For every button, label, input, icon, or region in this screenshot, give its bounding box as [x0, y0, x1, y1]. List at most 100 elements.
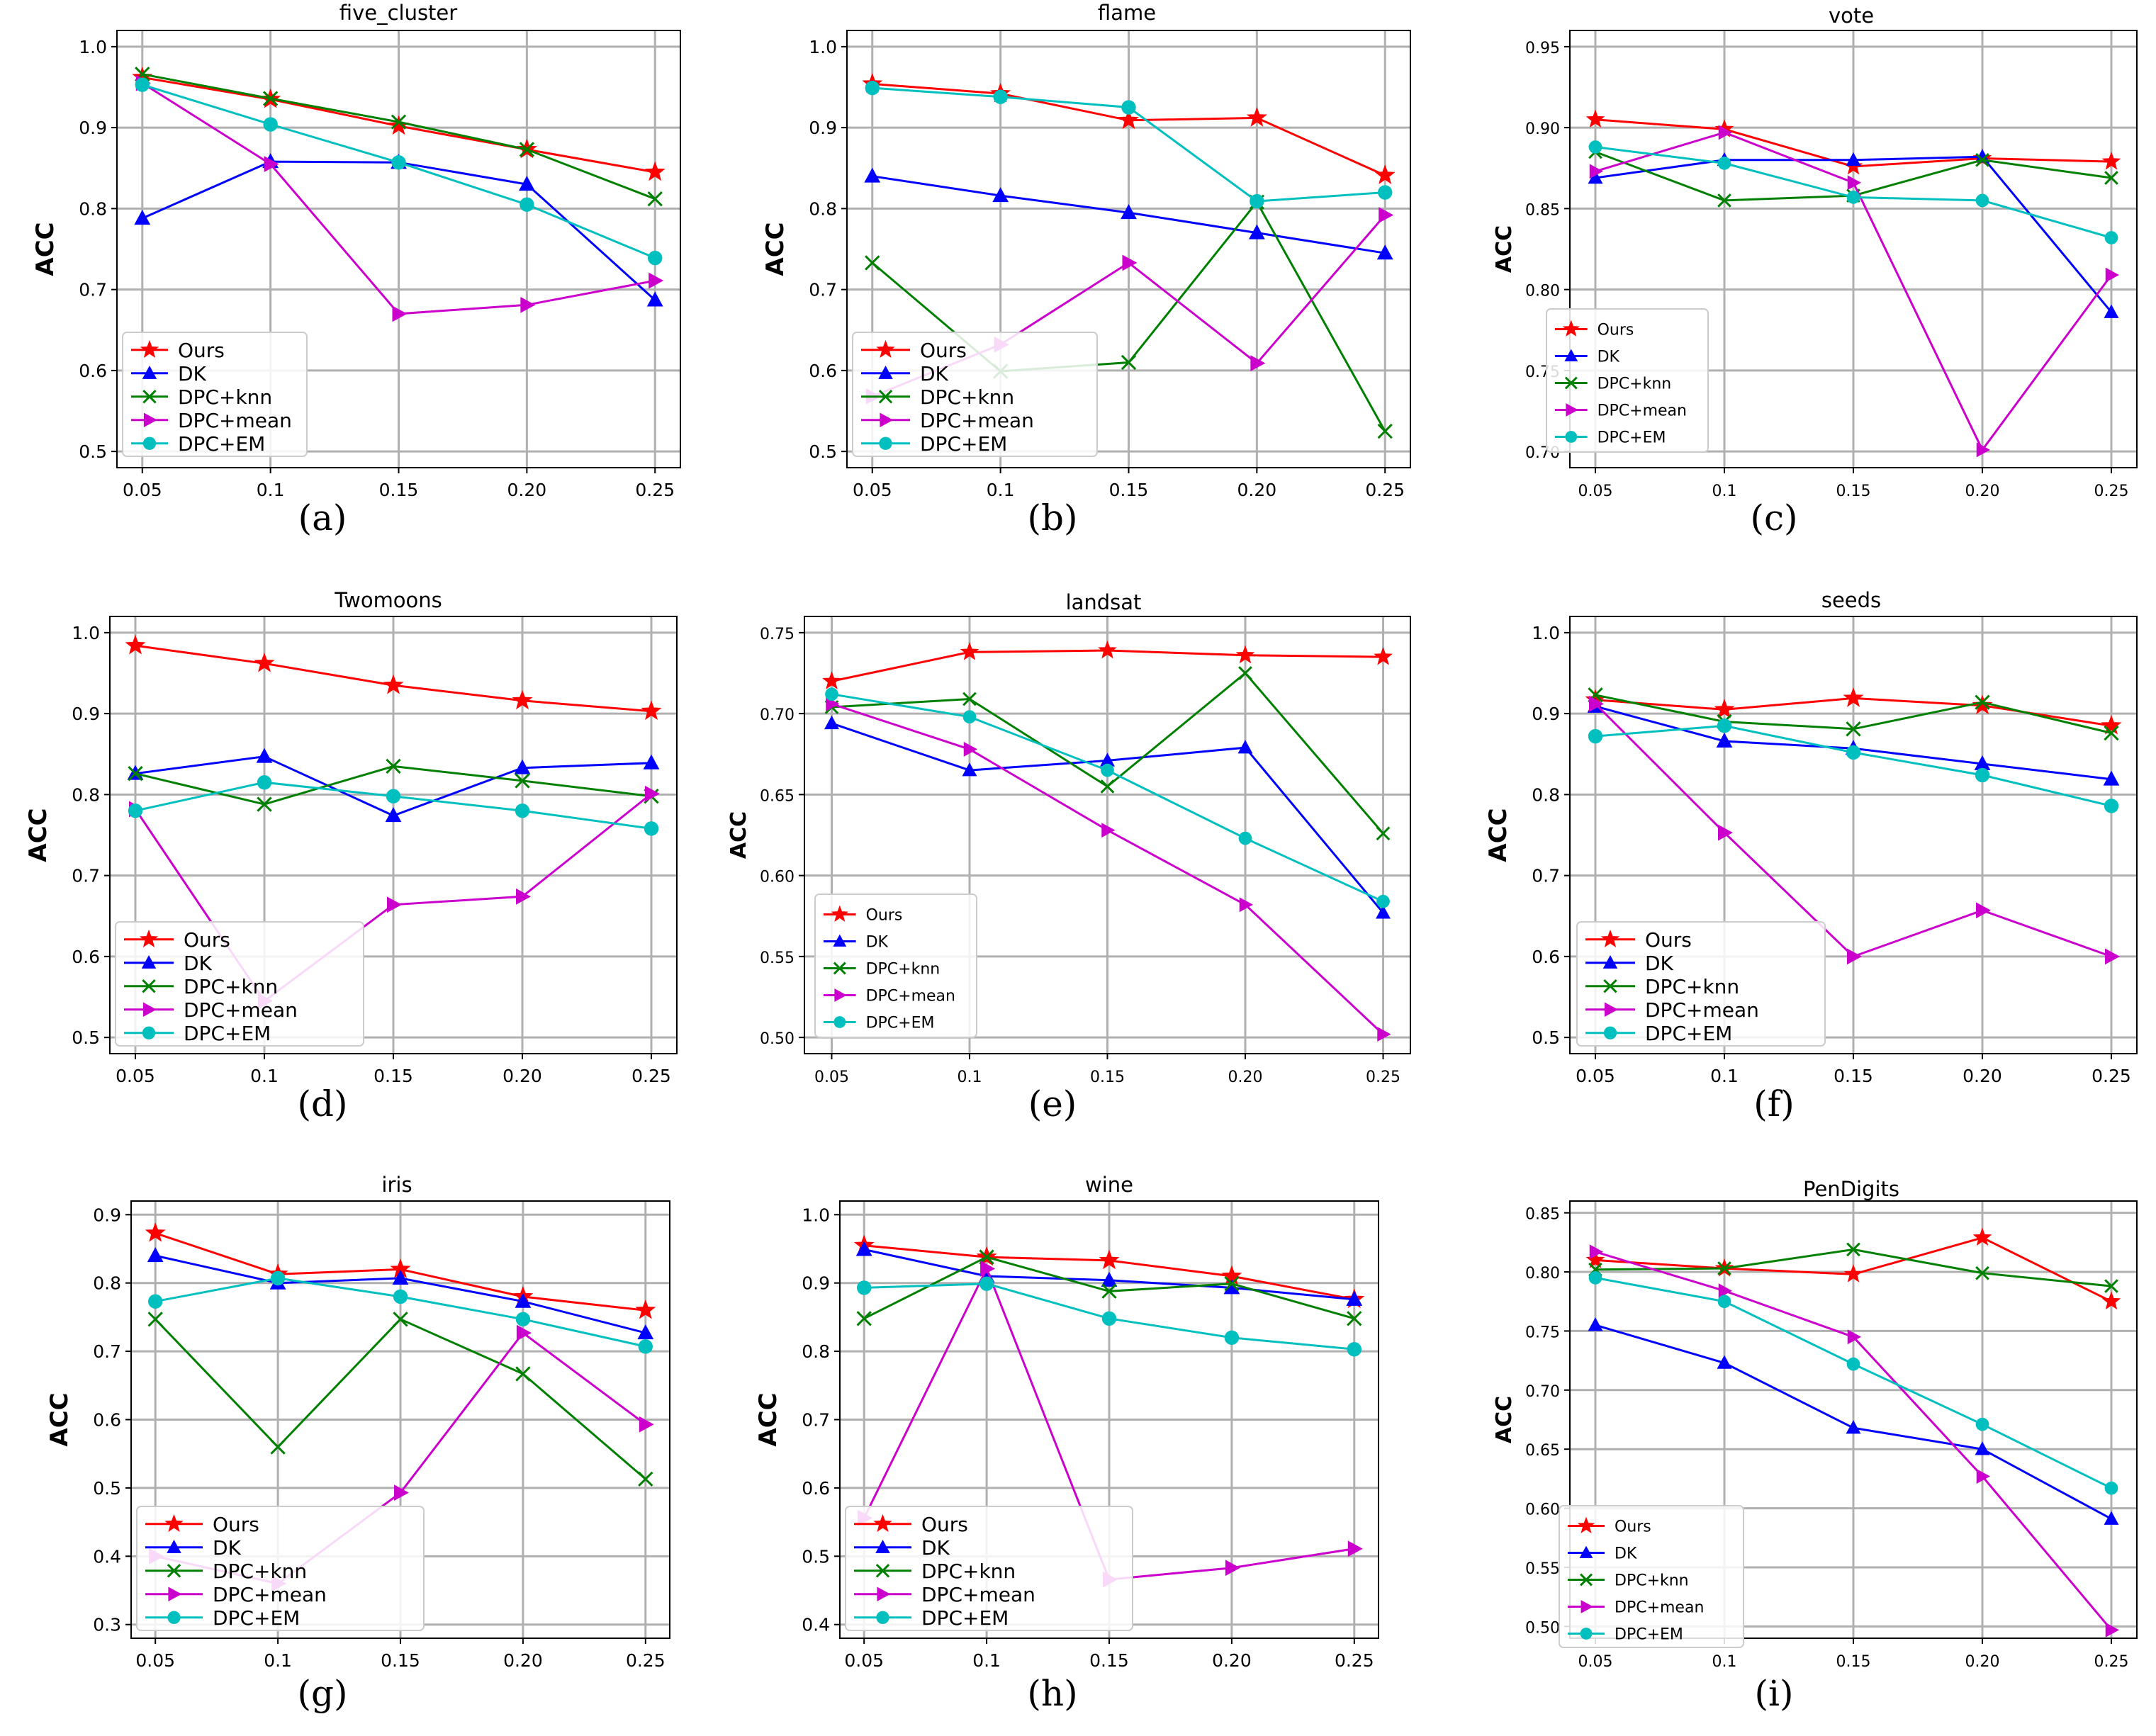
y-tick-label: 1.0 [802, 1205, 830, 1225]
legend-label-Ours: Ours [1645, 928, 1692, 952]
data-point-DK [518, 176, 535, 191]
legend-label-DK: DK [178, 362, 207, 385]
data-point-DK [1248, 224, 1265, 239]
data-point-DPC+EM [1975, 193, 1989, 208]
data-point-DPC+knn [386, 758, 401, 774]
panel-c: 0.05 0.1 0.15 0.20 0.250.700.750.800.850.900… [1492, 4, 2138, 539]
x-tick-label: 0.25 [626, 1650, 666, 1671]
data-point-DPC+knn [1717, 1261, 1731, 1275]
y-tick-label: 0.6 [802, 1478, 830, 1499]
legend-marker-DPC+mean [834, 988, 847, 1002]
legend-marker-DPC+EM [1565, 431, 1578, 443]
x-tick-label: 0.25 [2094, 483, 2129, 500]
x-tick-label: 0.15 [379, 480, 419, 500]
data-point-DPC+knn [1846, 1242, 1860, 1257]
data-point-DPC+knn [1238, 666, 1252, 680]
data-point-DPC+knn [638, 1471, 653, 1487]
data-point-DPC+EM [270, 1270, 286, 1286]
x-tick-label: 0.20 [1212, 1650, 1252, 1671]
legend-marker-DPC+EM [142, 1026, 156, 1039]
data-point-DPC+EM [1224, 1330, 1240, 1346]
data-point-DPC+EM [638, 1339, 653, 1354]
x-tick-label: 0.15 [381, 1650, 420, 1671]
data-point-DPC+mean [1589, 696, 1604, 712]
data-point-DK [1223, 1279, 1240, 1295]
y-tick-label: 0.5 [1532, 1027, 1560, 1048]
data-point-DPC+mean [963, 741, 977, 757]
legend-marker-DPC+knn [833, 962, 846, 975]
legend-box [1546, 308, 1709, 453]
data-point-Ours [1235, 645, 1255, 664]
y-tick-label: 0.70 [760, 706, 795, 724]
data-point-DPC+mean [520, 296, 536, 313]
data-point-DK [385, 807, 402, 823]
x-tick-label: 0.20 [1228, 1069, 1263, 1086]
data-point-DPC+EM [1101, 763, 1114, 777]
data-point-DPC+mean [1379, 207, 1394, 223]
legend: Ours DK DPC+knn DPC+mean DPC+EM [1559, 1505, 1744, 1648]
x-tick-label: 0.20 [1965, 483, 2000, 500]
y-axis-label: ACC [754, 1392, 782, 1446]
data-point-DK [1974, 755, 1991, 770]
data-point-DPC+mean [1239, 897, 1254, 913]
legend-marker-DPC+knn [1564, 376, 1578, 390]
legend-label-DPC+EM: DPC+EM [178, 432, 265, 456]
data-point-DK [646, 291, 663, 307]
legend-marker-DPC+knn [1603, 979, 1617, 993]
panel-letter: (h) [1027, 1673, 1077, 1714]
y-tick-label: 0.85 [1525, 1206, 1560, 1224]
data-point-DPC+knn [1100, 779, 1115, 794]
legend-label-DPC+EM: DPC+EM [921, 1606, 1009, 1630]
data-point-DPC+EM [648, 250, 663, 266]
x-tick-label: 0.1 [264, 1650, 292, 1671]
legend-label-DPC+mean: DPC+mean [1598, 402, 1687, 419]
data-point-DK [1121, 204, 1137, 220]
y-tick-label: 0.8 [802, 1341, 830, 1362]
legend-label-Ours: Ours [1615, 1518, 1651, 1535]
y-tick-label: 0.8 [79, 198, 107, 219]
y-tick-label: 0.3 [93, 1615, 121, 1635]
data-point-DPC+knn [647, 191, 663, 207]
y-axis-label: ACC [45, 1392, 74, 1446]
data-point-DK [515, 1292, 532, 1308]
y-tick-label: 0.55 [760, 949, 795, 967]
legend-label-DK: DK [184, 952, 213, 975]
y-tick-label: 0.80 [1525, 283, 1560, 300]
data-point-DK [1588, 1317, 1603, 1331]
y-tick-label: 0.6 [79, 361, 107, 381]
y-tick-label: 0.5 [79, 441, 107, 462]
data-point-DPC+EM [962, 710, 977, 724]
data-point-Ours [383, 674, 404, 694]
legend-marker-Ours [831, 905, 848, 922]
data-point-Ours [644, 161, 666, 181]
y-tick-label: 0.9 [93, 1205, 121, 1225]
x-tick-label: 0.20 [1965, 1653, 2000, 1671]
legend-box [115, 921, 364, 1047]
y-tick-label: 0.7 [1532, 866, 1560, 886]
data-point-DPC+mean [1718, 1283, 1732, 1299]
data-point-DPC+mean [2105, 948, 2120, 965]
chart-title: five_cluster [339, 1, 457, 25]
panel-letter: (d) [297, 1083, 347, 1125]
data-point-DPC+knn [1717, 193, 1731, 208]
data-point-DPC+EM [2104, 799, 2119, 813]
y-tick-label: 0.65 [760, 787, 795, 805]
data-point-DPC+EM [865, 80, 880, 96]
data-point-DPC+EM [2104, 1481, 2118, 1495]
y-tick-label: 0.75 [760, 626, 795, 643]
data-point-DPC+knn [979, 1249, 994, 1265]
data-point-DPC+mean [1718, 125, 1732, 140]
data-point-DPC+EM [1347, 1342, 1362, 1357]
legend-label-DPC+knn: DPC+knn [1615, 1572, 1689, 1589]
data-point-DPC+knn [1101, 1283, 1117, 1299]
y-tick-label: 0.50 [760, 1030, 795, 1048]
panel-g: 0.05 0.1 0.15 0.20 0.25 0.3 0.4 0.5 0.6 0.7 0.8 0.9… [45, 1173, 670, 1714]
x-tick-label: 0.15 [1090, 1069, 1125, 1086]
data-point-DPC+mean [264, 156, 279, 172]
x-tick-label: 0.05 [1576, 1066, 1615, 1086]
data-point-DPC+mean [639, 1416, 654, 1433]
data-point-DPC+EM [1588, 728, 1603, 744]
x-tick-label: 0.05 [123, 480, 162, 500]
x-tick-label: 0.25 [2092, 1066, 2131, 1086]
data-point-Ours [1972, 1227, 1992, 1246]
